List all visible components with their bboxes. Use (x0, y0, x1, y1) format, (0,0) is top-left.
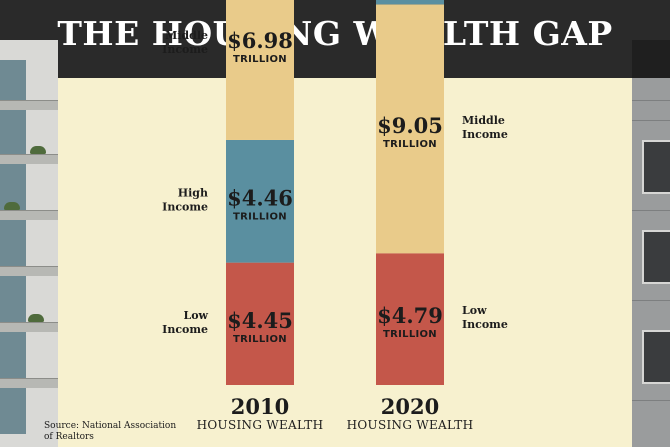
bar-segment-2010-middle (226, 0, 294, 140)
segment-label2-2020-low: Income (462, 318, 508, 331)
segment-label2-2010-low: Income (162, 323, 208, 336)
segment-label2-2010-middle: Income (162, 43, 208, 56)
bar-segment-2020-low (376, 253, 444, 385)
segment-value-2010-middle: $6.98 (227, 28, 293, 53)
header-bar (0, 0, 670, 78)
category-label-2010: 2010 (231, 394, 289, 419)
segment-value-2010-low: $4.45 (227, 308, 293, 333)
segment-unit-2010-high: TRILLION (233, 211, 287, 222)
left-building-illustration (0, 40, 58, 447)
bar-segment-2010-high (226, 139, 294, 263)
segment-label-2020-low: Low (462, 304, 487, 317)
segment-label-2010-middle: Middle (165, 29, 208, 42)
segment-unit-2020-low: TRILLION (383, 329, 437, 340)
segment-label2-2020-middle: Income (462, 128, 508, 141)
chart-background (58, 78, 632, 447)
category-subtitle-2010: HOUSING WEALTH (197, 418, 324, 432)
right-building-illustration (632, 40, 670, 447)
segment-unit-2010-middle: TRILLION (233, 54, 287, 65)
segment-label-2010-high: High (178, 186, 208, 199)
segment-label-2020-middle: Middle (462, 114, 505, 127)
source-note: Source: National Association of Realtors (44, 421, 177, 442)
bar-segment-2020-middle (376, 4, 444, 254)
segment-value-2020-low: $4.79 (377, 303, 443, 328)
segment-value-2020-middle: $9.05 (377, 113, 443, 138)
category-subtitle-2020: HOUSING WEALTH (347, 418, 474, 432)
segment-unit-2010-low: TRILLION (233, 334, 287, 345)
category-label-2020: 2020 (381, 394, 439, 419)
segment-label-2010-low: Low (183, 309, 208, 322)
segment-value-2010-high: $4.46 (227, 185, 293, 210)
segment-label2-2010-high: Income (162, 200, 208, 213)
page-title: THE HOUSING WEALTH GAP (57, 14, 613, 53)
segment-unit-2020-middle: TRILLION (383, 139, 437, 150)
bar-segment-2010-low (226, 262, 294, 385)
bar-segment-2020-high (376, 0, 444, 5)
